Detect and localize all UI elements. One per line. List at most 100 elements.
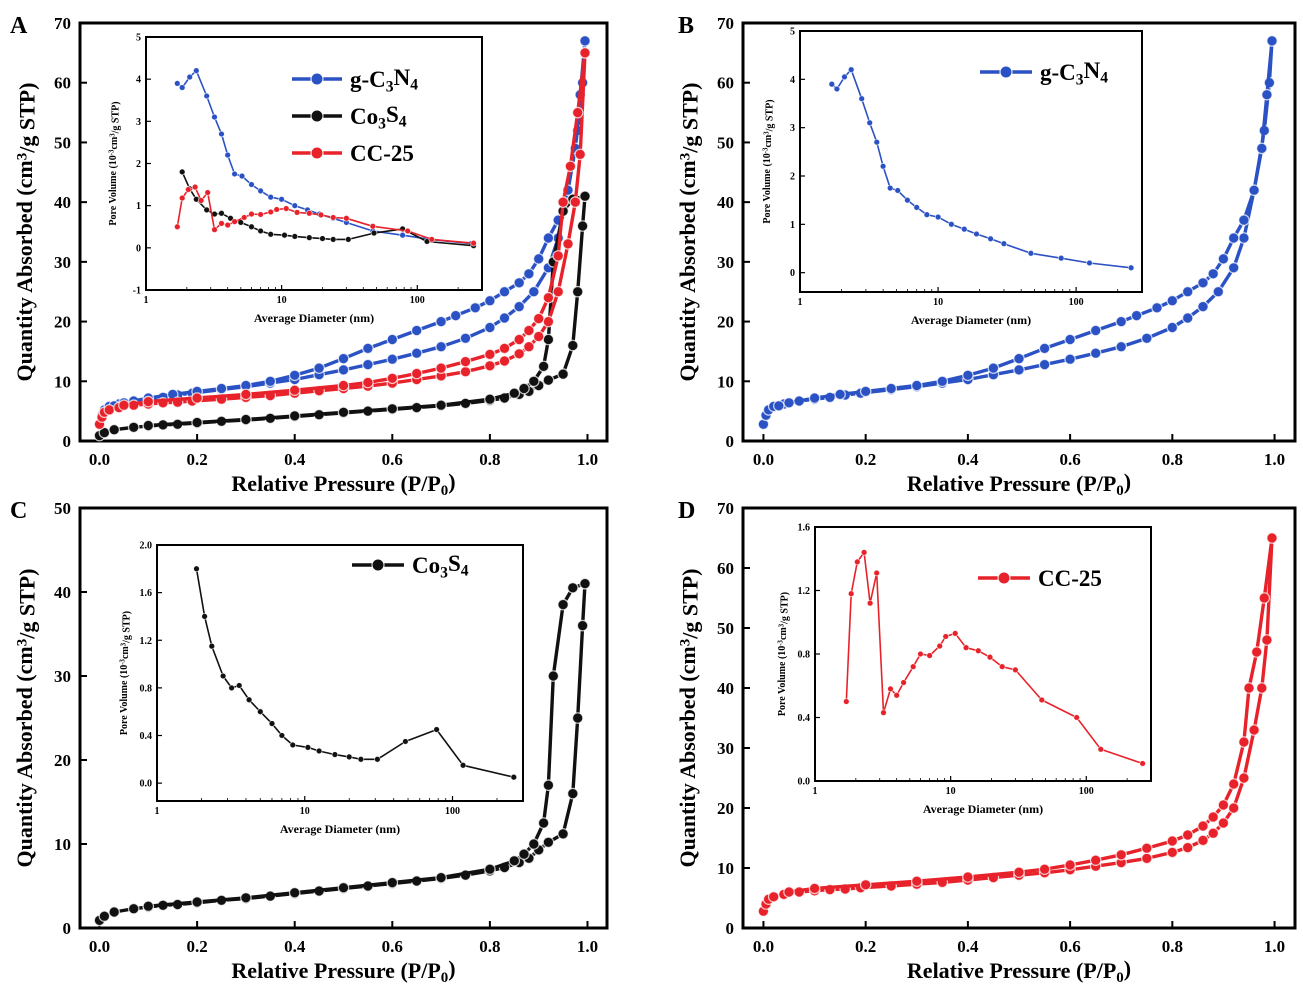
series-g-c3n4-point bbox=[1227, 261, 1240, 274]
inset-y-tick-label: 1.2 bbox=[140, 636, 153, 647]
series-cc-25-point bbox=[1217, 817, 1230, 829]
inset-series-g-c3n4-point bbox=[833, 85, 841, 93]
inset-series-cc-25-point bbox=[1073, 714, 1080, 721]
series-co3s4-point bbox=[142, 900, 155, 912]
series-co3s4-point bbox=[98, 910, 111, 922]
series-g-c3n4-point bbox=[362, 342, 374, 355]
series-co3s4-point bbox=[579, 190, 591, 202]
series-cc-25-point bbox=[962, 871, 974, 883]
series-g-c3n4-point bbox=[1212, 285, 1225, 298]
x-tick-label: 0.6 bbox=[1059, 450, 1080, 469]
inset-x-tick-label: 100 bbox=[1079, 786, 1094, 797]
series-co3s4-point bbox=[484, 863, 496, 875]
inset-series-g-c3n4-point bbox=[257, 187, 264, 195]
y-tick-label: 40 bbox=[54, 193, 71, 212]
y-tick-label: 0 bbox=[726, 919, 735, 938]
inset-x-tick-label: 10 bbox=[946, 786, 956, 797]
series-co3s4-point bbox=[527, 375, 540, 388]
inset-series-g-c3n4-point bbox=[224, 151, 231, 159]
inset-series-co3s4-point bbox=[281, 231, 288, 239]
inset-y-tick-label: 2 bbox=[136, 159, 141, 170]
series-co3s4-point bbox=[571, 285, 584, 298]
series-g-c3n4-point bbox=[1166, 321, 1179, 334]
series-cc-25-point bbox=[571, 106, 584, 119]
inset-series-co3s4-point bbox=[178, 168, 186, 176]
series-cc-25-point bbox=[1227, 778, 1240, 790]
inset-series-g-c3n4-point bbox=[934, 213, 942, 221]
series-cc-25-point bbox=[1261, 634, 1273, 646]
inset-series-cc-25-point bbox=[218, 220, 225, 227]
panel-letter: C bbox=[10, 498, 27, 524]
inset-series-cc-25-point bbox=[185, 186, 192, 193]
inset-series-co3s4-point bbox=[510, 773, 518, 781]
series-cc-25-point bbox=[191, 392, 203, 404]
y-tick-label: 60 bbox=[717, 559, 734, 578]
legend-marker bbox=[371, 558, 385, 572]
series-g-c3n4-point bbox=[772, 399, 785, 412]
series-co3s4-point bbox=[142, 419, 155, 432]
inset-series-cc-25-point bbox=[428, 236, 436, 243]
y-axis-title: Quantity Absorbed (cm3/g STP) bbox=[12, 82, 40, 381]
inset-y-tick-label: 3 bbox=[790, 123, 795, 134]
inset-series-co3s4-point bbox=[218, 210, 225, 217]
series-cc-25-point bbox=[1207, 811, 1219, 823]
inset-x-tick-label: 100 bbox=[445, 806, 460, 817]
inset-y-tick-label: 0 bbox=[136, 243, 141, 254]
inset-y-tick-label: -1 bbox=[133, 286, 141, 297]
series-co3s4-point bbox=[527, 838, 540, 850]
series-g-c3n4-point bbox=[936, 375, 949, 388]
inset-series-cc-25-point bbox=[293, 209, 301, 216]
inset-y-axis-title: Pore Volume (10-3cm3/g STP) bbox=[108, 101, 121, 225]
series-cc-25-point bbox=[288, 384, 301, 396]
series-cc-25-point bbox=[1115, 848, 1127, 861]
series-g-c3n4-point bbox=[1197, 276, 1209, 289]
inset-y-tick-label: 1 bbox=[136, 201, 141, 212]
series-co3s4-point bbox=[108, 906, 120, 918]
series-cc-25-point bbox=[1181, 829, 1194, 841]
series-cc-25-point bbox=[910, 875, 923, 887]
inset-series-cc-25-point bbox=[998, 663, 1006, 670]
inset-series-cc-25-point bbox=[191, 183, 199, 191]
inset-x-tick-label: 100 bbox=[410, 295, 425, 306]
inset-series-cc-25-point bbox=[178, 194, 186, 202]
series-g-c3n4-point bbox=[459, 332, 472, 345]
series-co3s4-point bbox=[386, 402, 399, 415]
series-g-c3n4-point bbox=[859, 385, 872, 398]
inset-series-co3s4-point bbox=[219, 672, 227, 680]
inset-series-co3s4-point bbox=[459, 762, 467, 769]
series-g-c3n4-point bbox=[579, 35, 591, 47]
x-tick-label: 0.4 bbox=[957, 937, 979, 956]
inset-series-cc-25-point bbox=[470, 239, 477, 247]
series-cc-25-point bbox=[459, 365, 472, 378]
inset-series-co3s4-point bbox=[203, 206, 210, 214]
plot-frame bbox=[78, 21, 609, 443]
inset-x-tick-label: 10 bbox=[933, 297, 943, 308]
series-g-c3n4-point bbox=[484, 294, 496, 307]
inset-x-tick-label: 1 bbox=[155, 806, 160, 817]
inset-series-co3s4-point bbox=[402, 738, 409, 745]
y-tick-label: 70 bbox=[54, 14, 71, 33]
series-g-c3n4-point bbox=[808, 392, 821, 404]
inset-series-cc-25-point bbox=[224, 221, 231, 229]
series-cc-25-point bbox=[552, 285, 564, 298]
series-g-c3n4-point bbox=[910, 379, 923, 392]
inset-series-g-c3n4-point bbox=[1127, 264, 1135, 272]
series-cc-25-point bbox=[513, 333, 525, 346]
series-co3s4-point bbox=[288, 886, 301, 899]
legend-marker bbox=[310, 72, 324, 86]
y-tick-label: 20 bbox=[54, 751, 71, 770]
inset-series-g-c3n4-point bbox=[987, 235, 994, 243]
inset-series-cc-25-point bbox=[917, 650, 924, 658]
series-co3s4-point bbox=[566, 581, 579, 594]
inset-series-cc-25-point bbox=[1139, 760, 1146, 767]
inset-series-g-c3n4-point bbox=[948, 221, 955, 228]
inset-y-tick-label: 0.4 bbox=[798, 713, 811, 724]
inset-series-g-c3n4-point bbox=[1000, 240, 1008, 247]
x-tick-label: 0.0 bbox=[89, 937, 110, 956]
x-axis-title: Relative Pressure (P/P0) bbox=[907, 956, 1131, 986]
legend-label: CC-25 bbox=[1038, 566, 1102, 591]
series-cc-25-point bbox=[859, 878, 872, 891]
series-cc-25-point bbox=[1238, 772, 1250, 784]
series-co3s4-point bbox=[435, 399, 447, 411]
inset-series-g-c3n4-point bbox=[291, 202, 299, 209]
